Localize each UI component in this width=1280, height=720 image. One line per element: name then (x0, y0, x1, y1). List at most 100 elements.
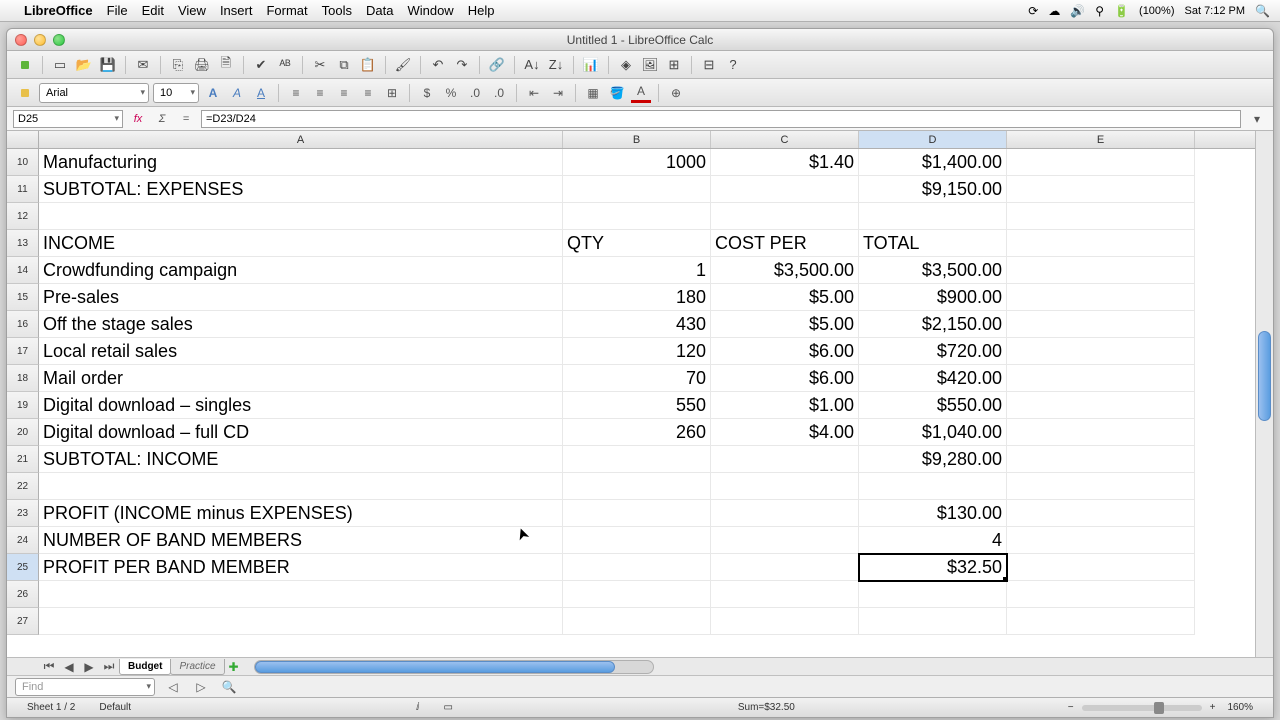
cell-B26[interactable] (563, 581, 711, 608)
row-header-16[interactable]: 16 (7, 311, 39, 338)
menubar-app-name[interactable]: LibreOffice (24, 3, 93, 18)
cell-D12[interactable] (859, 203, 1007, 230)
sum-icon[interactable]: Σ (153, 110, 171, 128)
column-header-E[interactable]: E (1007, 131, 1195, 148)
cell-E13[interactable] (1007, 230, 1195, 257)
cell-B20[interactable]: 260 (563, 419, 711, 446)
menu-window[interactable]: Window (407, 3, 453, 18)
cell-D17[interactable]: $720.00 (859, 338, 1007, 365)
gallery-icon[interactable]: 🖼 (640, 55, 660, 75)
row-header-22[interactable]: 22 (7, 473, 39, 500)
cell-B24[interactable] (563, 527, 711, 554)
remove-decimal-icon[interactable]: .0 (489, 83, 509, 103)
cell-B27[interactable] (563, 608, 711, 635)
menu-insert[interactable]: Insert (220, 3, 253, 18)
vertical-scrollbar[interactable] (1255, 131, 1273, 657)
function-icon[interactable]: = (177, 110, 195, 128)
open-icon[interactable]: 📂 (74, 55, 94, 75)
increase-indent-icon[interactable]: ⇥ (548, 83, 568, 103)
align-left-icon[interactable]: ≡ (286, 83, 306, 103)
new-doc-icon[interactable] (15, 55, 35, 75)
clock[interactable]: Sat 7:12 PM (1185, 5, 1246, 17)
column-header-B[interactable]: B (563, 131, 711, 148)
email-icon[interactable]: ✉ (133, 55, 153, 75)
vertical-scroll-thumb[interactable] (1258, 331, 1271, 421)
cut-icon[interactable]: ✂ (310, 55, 330, 75)
format-paint-icon[interactable]: 🖌 (393, 55, 413, 75)
cell-A21[interactable]: SUBTOTAL: INCOME (39, 446, 563, 473)
cell-B12[interactable] (563, 203, 711, 230)
currency-icon[interactable]: $ (417, 83, 437, 103)
cell-D16[interactable]: $2,150.00 (859, 311, 1007, 338)
sheet-grid[interactable]: ABCDE 10Manufacturing1000$1.40$1,400.001… (7, 131, 1255, 657)
cell-E27[interactable] (1007, 608, 1195, 635)
menu-view[interactable]: View (178, 3, 206, 18)
print-icon[interactable]: 🖨 (192, 55, 212, 75)
cell-A25[interactable]: PROFIT PER BAND MEMBER (39, 554, 563, 581)
status-insert-mode[interactable]: ⅈ (404, 702, 432, 713)
cell-B15[interactable]: 180 (563, 284, 711, 311)
cell-D24[interactable]: 4 (859, 527, 1007, 554)
cell-B19[interactable]: 550 (563, 392, 711, 419)
cell-C18[interactable]: $6.00 (711, 365, 859, 392)
auto-spellcheck-icon[interactable]: ᴬᴮ (275, 55, 295, 75)
cell-D27[interactable] (859, 608, 1007, 635)
cell-E19[interactable] (1007, 392, 1195, 419)
cell-C19[interactable]: $1.00 (711, 392, 859, 419)
more-icon[interactable]: ⊕ (666, 83, 686, 103)
cell-B13[interactable]: QTY (563, 230, 711, 257)
row-header-20[interactable]: 20 (7, 419, 39, 446)
paste-icon[interactable]: 📋 (358, 55, 378, 75)
headers-icon[interactable]: ⊟ (699, 55, 719, 75)
row-header-18[interactable]: 18 (7, 365, 39, 392)
redo-icon[interactable]: ↷ (452, 55, 472, 75)
zoom-out-icon[interactable]: − (1068, 702, 1074, 713)
sort-desc-icon[interactable]: Z↓ (546, 55, 566, 75)
cell-B17[interactable]: 120 (563, 338, 711, 365)
cell-E18[interactable] (1007, 365, 1195, 392)
cell-C11[interactable] (711, 176, 859, 203)
cell-B22[interactable] (563, 473, 711, 500)
cell-C26[interactable] (711, 581, 859, 608)
function-wizard-icon[interactable]: fx (129, 110, 147, 128)
cell-B11[interactable] (563, 176, 711, 203)
column-header-A[interactable]: A (39, 131, 563, 148)
find-all-icon[interactable]: 🔍 (219, 677, 239, 697)
cell-B18[interactable]: 70 (563, 365, 711, 392)
cell-D25[interactable]: $32.50 (859, 554, 1007, 581)
sheet-tab-budget[interactable]: Budget (119, 659, 171, 675)
cell-D13[interactable]: TOTAL (859, 230, 1007, 257)
cell-A18[interactable]: Mail order (39, 365, 563, 392)
menu-help[interactable]: Help (468, 3, 495, 18)
cell-B23[interactable] (563, 500, 711, 527)
row-header-11[interactable]: 11 (7, 176, 39, 203)
cell-C24[interactable] (711, 527, 859, 554)
window-titlebar[interactable]: Untitled 1 - LibreOffice Calc (7, 29, 1273, 51)
bgcolor-icon[interactable]: 🪣 (607, 83, 627, 103)
copy-icon[interactable]: ⧉ (334, 55, 354, 75)
percent-icon[interactable]: % (441, 83, 461, 103)
cell-C10[interactable]: $1.40 (711, 149, 859, 176)
sort-asc-icon[interactable]: A↓ (522, 55, 542, 75)
volume-icon[interactable]: 🔊 (1070, 4, 1085, 18)
cell-D19[interactable]: $550.00 (859, 392, 1007, 419)
zoom-button[interactable] (53, 34, 65, 46)
cell-C14[interactable]: $3,500.00 (711, 257, 859, 284)
cell-A12[interactable] (39, 203, 563, 230)
cell-D21[interactable]: $9,280.00 (859, 446, 1007, 473)
add-decimal-icon[interactable]: .0 (465, 83, 485, 103)
fontcolor-icon[interactable]: A (631, 83, 651, 103)
cell-B16[interactable]: 430 (563, 311, 711, 338)
next-sheet-icon[interactable]: ▶ (79, 657, 99, 677)
cell-D14[interactable]: $3,500.00 (859, 257, 1007, 284)
cell-A13[interactable]: INCOME (39, 230, 563, 257)
cell-A20[interactable]: Digital download – full CD (39, 419, 563, 446)
wifi-icon[interactable]: ⚲ (1095, 4, 1104, 18)
cell-C27[interactable] (711, 608, 859, 635)
print-preview-icon[interactable]: 🗎 (216, 55, 236, 75)
status-selection-mode[interactable]: ▭ (431, 702, 464, 713)
cell-E21[interactable] (1007, 446, 1195, 473)
align-center-icon[interactable]: ≡ (310, 83, 330, 103)
find-next-icon[interactable]: ▷ (191, 677, 211, 697)
cell-E11[interactable] (1007, 176, 1195, 203)
